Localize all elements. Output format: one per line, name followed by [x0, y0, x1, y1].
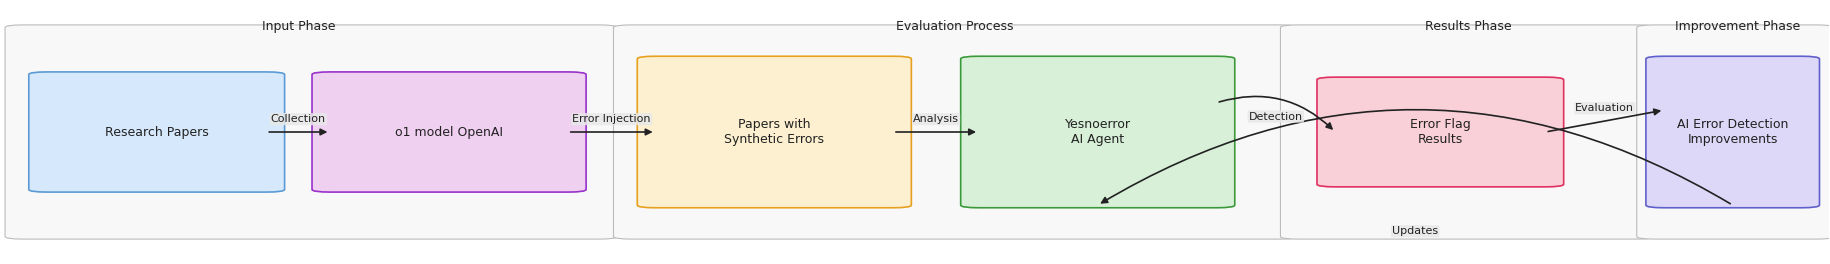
FancyBboxPatch shape	[961, 56, 1235, 208]
Text: Input Phase: Input Phase	[262, 20, 337, 33]
FancyBboxPatch shape	[1636, 25, 1830, 239]
FancyBboxPatch shape	[5, 25, 617, 239]
Text: o1 model OpenAI: o1 model OpenAI	[395, 125, 503, 139]
Text: Evaluation Process: Evaluation Process	[897, 20, 1014, 33]
FancyBboxPatch shape	[1645, 56, 1819, 208]
Text: Yesnoerror
AI Agent: Yesnoerror AI Agent	[1065, 118, 1131, 146]
FancyBboxPatch shape	[1318, 77, 1563, 187]
Text: Papers with
Synthetic Errors: Papers with Synthetic Errors	[725, 118, 824, 146]
FancyBboxPatch shape	[613, 25, 1299, 239]
FancyBboxPatch shape	[637, 56, 911, 208]
FancyBboxPatch shape	[29, 72, 285, 192]
Text: AI Error Detection
Improvements: AI Error Detection Improvements	[1676, 118, 1788, 146]
Text: Error Flag
Results: Error Flag Results	[1409, 118, 1471, 146]
Text: Detection: Detection	[1248, 112, 1303, 121]
Text: Improvement Phase: Improvement Phase	[1674, 20, 1801, 33]
FancyBboxPatch shape	[313, 72, 586, 192]
Text: Analysis: Analysis	[913, 114, 959, 124]
Text: Error Injection: Error Injection	[573, 114, 651, 124]
FancyBboxPatch shape	[1281, 25, 1654, 239]
Text: Research Papers: Research Papers	[104, 125, 209, 139]
Text: Updates: Updates	[1393, 226, 1438, 236]
Text: Evaluation: Evaluation	[1576, 103, 1634, 113]
Text: Results Phase: Results Phase	[1426, 20, 1512, 33]
Text: Collection: Collection	[271, 114, 326, 124]
